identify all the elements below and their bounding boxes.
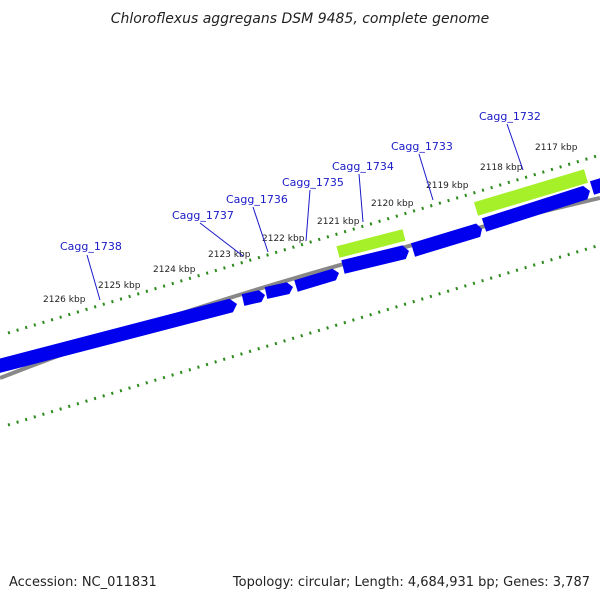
gene-arrow[interactable] — [294, 268, 339, 292]
gene-leader-line — [418, 153, 434, 201]
gene-arrow[interactable] — [0, 298, 237, 374]
tick-label: 2121 kbp — [317, 217, 360, 227]
genome-summary-text: Topology: circular; Length: 4,684,931 bp… — [232, 575, 590, 590]
gene-label[interactable]: Cagg_1734 — [332, 160, 394, 173]
gene-leader-line — [199, 222, 244, 257]
gene-arrow[interactable] — [241, 290, 265, 306]
gene-arrow[interactable] — [341, 245, 409, 274]
gene-arrow[interactable] — [589, 177, 600, 195]
gene-labels: Cagg_1738 Cagg_1737 Cagg_1736 Cagg_1735 Cagg… — [60, 110, 541, 301]
tick-label: 2118 kbp — [480, 163, 523, 173]
gene-leader-line — [506, 123, 524, 171]
tick-marks: 2126 kbp 2125 kbp 2124 kbp 2123 kbp 2122 kbp… — [43, 143, 578, 305]
gene-label[interactable]: Cagg_1737 — [172, 209, 234, 222]
gene-label[interactable]: Cagg_1735 — [282, 176, 344, 189]
gene-arrow[interactable] — [481, 185, 590, 232]
gene-label[interactable]: Cagg_1736 — [226, 193, 288, 206]
gene-label[interactable]: Cagg_1733 — [391, 140, 453, 153]
gene-arrow[interactable] — [410, 223, 482, 257]
map-title: Chloroflexus aggregans DSM 9485, complet… — [111, 11, 490, 27]
tick-label: 2122 kbp — [262, 234, 305, 244]
gene-leader-line — [305, 189, 311, 242]
gene-leader-line — [252, 206, 269, 253]
tick-label: 2119 kbp — [426, 181, 469, 191]
highlighted-feature[interactable] — [473, 169, 589, 216]
gene-features — [0, 169, 600, 373]
gene-leader-line — [86, 254, 101, 301]
tick-label: 2123 kbp — [208, 250, 251, 260]
tick-label: 2120 kbp — [371, 199, 414, 209]
highlighted-feature[interactable] — [336, 229, 406, 258]
tick-label: 2125 kbp — [98, 281, 141, 291]
tick-label: 2126 kbp — [43, 295, 86, 305]
gene-label[interactable]: Cagg_1738 — [60, 240, 122, 253]
gene-label[interactable]: Cagg_1732 — [479, 110, 541, 123]
gene-leader-line — [358, 173, 364, 223]
gene-arrow[interactable] — [264, 282, 293, 299]
tick-label: 2124 kbp — [153, 265, 196, 275]
tick-label: 2117 kbp — [535, 143, 578, 153]
accession-text: Accession: NC_011831 — [9, 575, 157, 590]
